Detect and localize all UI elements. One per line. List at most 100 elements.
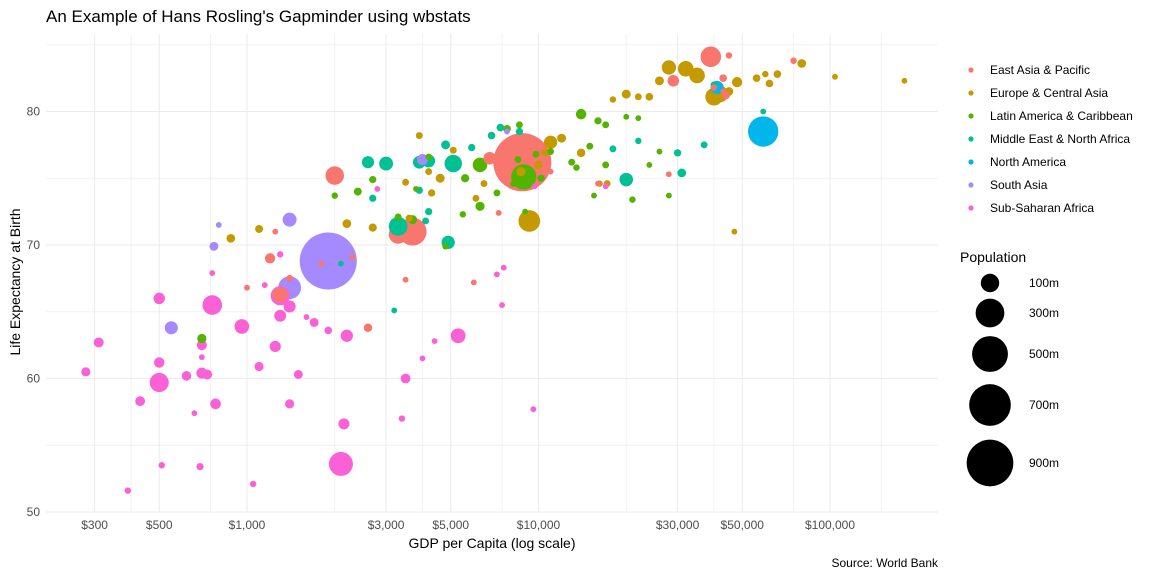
data-point <box>654 76 664 86</box>
data-point <box>470 279 477 286</box>
data-point <box>210 398 221 410</box>
data-point <box>196 462 204 471</box>
data-point <box>149 372 169 393</box>
data-point <box>369 175 377 184</box>
data-point <box>459 211 467 218</box>
data-point <box>153 292 165 305</box>
data-point <box>752 74 761 82</box>
caption: Source: World Bank <box>832 556 939 570</box>
data-point <box>765 79 774 88</box>
x-axis-label: GDP per Capita (log scale) <box>408 535 575 551</box>
x-axis-ticks: $300 $500 $1,000 $3,000 $5,000 $10,000 $30,000… <box>81 518 855 532</box>
data-point <box>342 219 352 228</box>
data-point <box>285 399 295 409</box>
data-point <box>557 133 567 143</box>
data-point <box>164 321 178 335</box>
data-point <box>318 260 325 267</box>
data-point <box>402 178 410 186</box>
data-point <box>363 323 373 333</box>
y-tick-label: 50 <box>27 505 41 519</box>
data-point <box>417 154 428 166</box>
legend-key-dot <box>968 90 974 96</box>
data-point <box>388 216 408 236</box>
data-point <box>158 462 165 469</box>
data-point <box>790 57 797 64</box>
data-point <box>594 117 602 125</box>
data-point <box>369 194 377 202</box>
data-point <box>361 156 375 169</box>
data-point <box>283 300 296 313</box>
data-point <box>543 135 558 149</box>
legend-population: Population 100m 300m 500m 700m 900m <box>960 249 1059 487</box>
data-point <box>226 233 236 243</box>
data-point <box>475 201 485 211</box>
data-point <box>422 217 430 225</box>
legend-key-dot <box>968 136 974 142</box>
data-point <box>425 153 432 161</box>
data-point <box>468 143 476 152</box>
data-point <box>673 149 682 157</box>
legend-key-dot <box>968 159 974 165</box>
legend-size-circle <box>980 273 1000 293</box>
data-point <box>700 141 708 149</box>
data-point <box>215 222 222 228</box>
data-point <box>762 70 769 78</box>
data-point <box>400 373 411 384</box>
data-point <box>514 156 522 164</box>
legend-size-label: 100m <box>1029 276 1059 290</box>
data-point <box>621 89 631 99</box>
data-point <box>586 142 594 150</box>
data-point <box>499 302 506 308</box>
data-point <box>368 223 377 232</box>
legend-region-label: East Asia & Pacific <box>990 63 1090 77</box>
data-point <box>261 282 268 288</box>
legend-region-label: Latin America & Caribbean <box>990 109 1133 123</box>
x-tick-label: $30,000 <box>656 518 700 532</box>
data-point <box>269 340 281 353</box>
data-point <box>522 208 529 215</box>
data-point <box>575 108 587 120</box>
data-point <box>405 214 413 222</box>
legend-size-label: 700m <box>1029 398 1059 412</box>
data-point <box>773 70 782 78</box>
data-point <box>725 52 733 59</box>
data-point <box>413 186 419 192</box>
data-point <box>518 210 541 232</box>
data-point <box>573 164 580 171</box>
data-points <box>81 46 908 494</box>
chart-title: An Example of Hans Rosling's Gapminder u… <box>46 7 471 26</box>
data-point <box>541 149 549 157</box>
data-point <box>353 187 362 196</box>
data-point <box>286 274 294 282</box>
x-tick-label: $5,000 <box>432 518 469 532</box>
data-point <box>496 123 505 132</box>
data-point <box>309 317 319 327</box>
data-point <box>602 161 610 169</box>
data-point <box>760 108 767 115</box>
data-point <box>282 212 297 227</box>
data-point <box>537 174 545 182</box>
data-point <box>667 74 680 87</box>
data-point <box>635 137 642 145</box>
data-point <box>444 154 462 173</box>
data-point <box>338 418 350 430</box>
y-tick-label: 80 <box>27 105 41 119</box>
data-point <box>442 243 449 250</box>
data-point <box>196 340 207 351</box>
data-point <box>202 369 213 380</box>
data-point <box>661 60 676 75</box>
legend-key-dot <box>968 67 974 73</box>
data-point <box>415 132 423 139</box>
data-point <box>530 406 537 413</box>
data-point <box>656 148 663 155</box>
data-point <box>609 145 617 153</box>
x-tick-label: $100,000 <box>805 518 855 532</box>
legend-region-label: Europe & Central Asia <box>990 86 1108 100</box>
legend-key-dot <box>968 205 974 211</box>
legend-key-dot <box>968 113 974 119</box>
data-point <box>244 284 250 291</box>
data-point <box>547 148 555 155</box>
data-point <box>609 96 617 103</box>
y-tick-label: 60 <box>27 372 41 386</box>
